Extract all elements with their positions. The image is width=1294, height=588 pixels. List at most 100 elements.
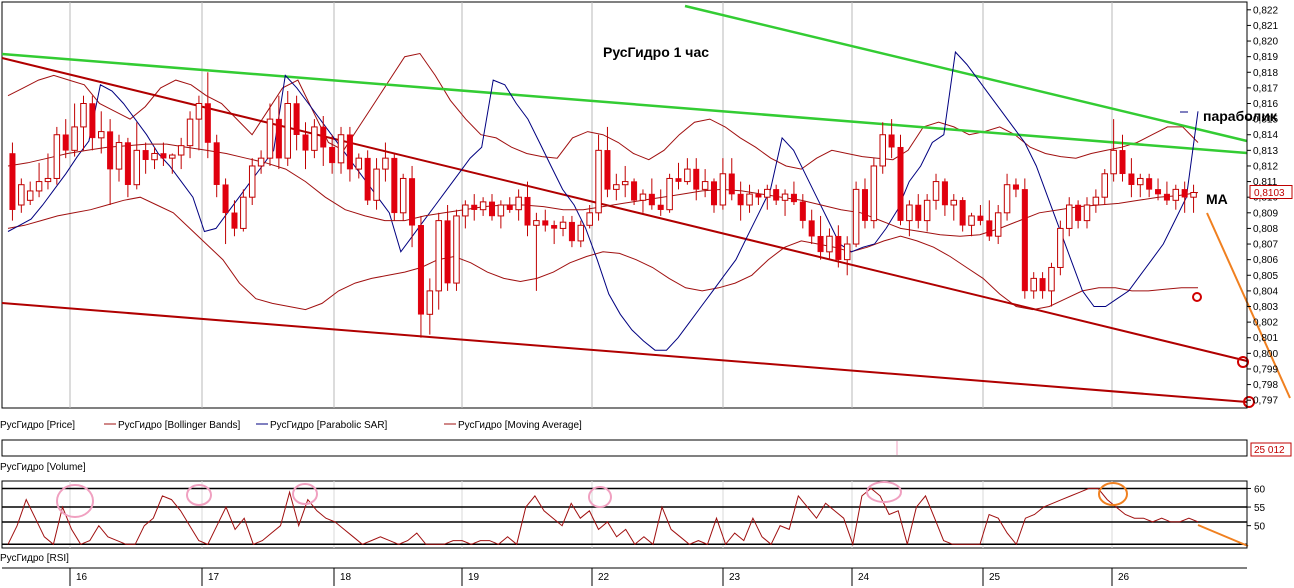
candle-body-down: [107, 131, 114, 170]
price-target-circle: [1237, 356, 1249, 368]
candle-body-down: [346, 134, 353, 170]
candle-body-up: [453, 215, 460, 284]
price-panel: РусГидро 1 час параболик MA: [1, 1, 1291, 409]
candle-body-down: [959, 200, 966, 226]
candle-body-up: [311, 126, 318, 151]
candle-body-down: [728, 173, 735, 195]
candle-body-down: [737, 193, 744, 206]
candle-body-down: [755, 193, 762, 198]
candle-body-up: [1048, 266, 1055, 292]
time-tick-label: 26: [1118, 572, 1130, 583]
candle-body-down: [941, 181, 948, 206]
time-tick-label: 19: [468, 572, 480, 583]
rsi-series: [7, 487, 1199, 547]
annotations: [1180, 111, 1291, 408]
candle-body-up: [169, 154, 176, 159]
candle-body-down: [231, 212, 238, 229]
candle-body-up: [435, 220, 442, 292]
candle-body-up: [1003, 184, 1011, 214]
rsi-line: [7, 487, 1199, 547]
candle-body-up: [1110, 149, 1117, 175]
price-tick-label: 0,804: [1253, 286, 1278, 297]
candle-body-down: [302, 134, 309, 151]
candle-body-up: [479, 201, 487, 211]
price-tick-label: 0,799: [1253, 364, 1278, 375]
candle-body-down: [293, 103, 300, 135]
last-price-box: [1249, 185, 1293, 200]
candle-body-up: [1172, 188, 1180, 201]
candle-body-up: [1030, 277, 1037, 292]
rsi-peak-circle: [186, 484, 212, 506]
price-tick-label: 0,805: [1253, 271, 1278, 282]
price-axis: 0,822 0,821 0,820 0,819 0,818 0,817 0,816 0,815…: [1246, 2, 1293, 408]
candle-body-up: [1190, 192, 1197, 198]
price-tick-label: 0,811: [1253, 177, 1278, 188]
candle-body-up: [781, 193, 789, 201]
candle-body-down: [1163, 193, 1170, 201]
volume-panel: РусГидро [Volume] 25 012: [0, 439, 1292, 473]
rsi-levels: [2, 481, 1247, 548]
candle-body-up: [1083, 204, 1091, 222]
candle-body-down: [631, 181, 638, 201]
candle-body-up: [53, 134, 61, 179]
candle-body-down: [89, 103, 96, 139]
price-tick-label: 0,808: [1253, 224, 1278, 235]
volume-value: 25 012: [1254, 445, 1285, 456]
time-axis: 16 17 18 19 22 23 24 25 26: [2, 567, 1247, 586]
candle-body-down: [160, 153, 167, 159]
parabolic-sar: [7, 50, 1199, 351]
candle-body-up: [462, 204, 469, 217]
candle-body-up: [586, 212, 593, 226]
candle-body-down: [835, 235, 842, 260]
candle-body-down: [124, 142, 131, 185]
ma-annotation: MA: [1206, 191, 1228, 207]
rsi-peak-circle: [866, 481, 902, 503]
candle-body-up: [684, 168, 691, 183]
candle-body-down: [62, 134, 69, 151]
candle-body-up: [497, 204, 505, 217]
candle-body-up: [399, 177, 407, 214]
candle-body-up: [186, 118, 194, 147]
price-tick-label: 0,816: [1253, 99, 1278, 110]
candle-body-up: [515, 196, 522, 211]
candle-body-down: [142, 150, 149, 160]
candle-body-up: [1092, 196, 1100, 206]
candle-body-down: [790, 193, 797, 203]
candle-body-up: [240, 196, 247, 229]
candle-body-down: [524, 196, 531, 226]
price-tick-label: 0,822: [1253, 5, 1278, 16]
price-tick-label: 0,800: [1253, 349, 1278, 360]
candle-body-down: [409, 178, 416, 226]
bollinger-lower: [7, 196, 1198, 311]
time-tick-label: 23: [729, 572, 741, 583]
candle-series: [9, 72, 1197, 338]
price-tick-label: 0,819: [1253, 52, 1278, 63]
rsi-tick-label: 50: [1254, 522, 1266, 533]
last-price-label: 0,8103: [1254, 188, 1285, 199]
candle-body-down: [275, 118, 282, 159]
candle-body-down: [204, 103, 211, 143]
candle-body-down: [568, 221, 575, 242]
candle-body-up: [35, 181, 43, 192]
candle-body-up: [18, 184, 25, 206]
candle-body-up: [923, 199, 931, 222]
candle-body-up: [843, 243, 851, 261]
price-tick-label: 0,803: [1253, 302, 1278, 313]
candle-body-down: [817, 235, 824, 253]
time-tick-label: 16: [76, 572, 88, 583]
candle-body-down: [1075, 204, 1082, 221]
candle-body-up: [284, 103, 291, 159]
price-tick-label: 0,798: [1253, 380, 1278, 391]
candle-body-down: [542, 220, 549, 226]
price-tick-label: 0,818: [1253, 68, 1278, 79]
candle-body-down: [471, 204, 478, 210]
candle-body-up: [906, 204, 913, 222]
price-tick-label: 0,815: [1253, 115, 1278, 126]
bollinger-bands: [7, 52, 1199, 311]
candle-body-down: [364, 157, 371, 201]
rsi-peak-circle: [292, 483, 318, 505]
parabolic-sar-line: [7, 50, 1199, 351]
time-tick-label: 22: [598, 572, 610, 583]
legend-entry: РусГидро [Parabolic SAR]: [270, 420, 388, 431]
